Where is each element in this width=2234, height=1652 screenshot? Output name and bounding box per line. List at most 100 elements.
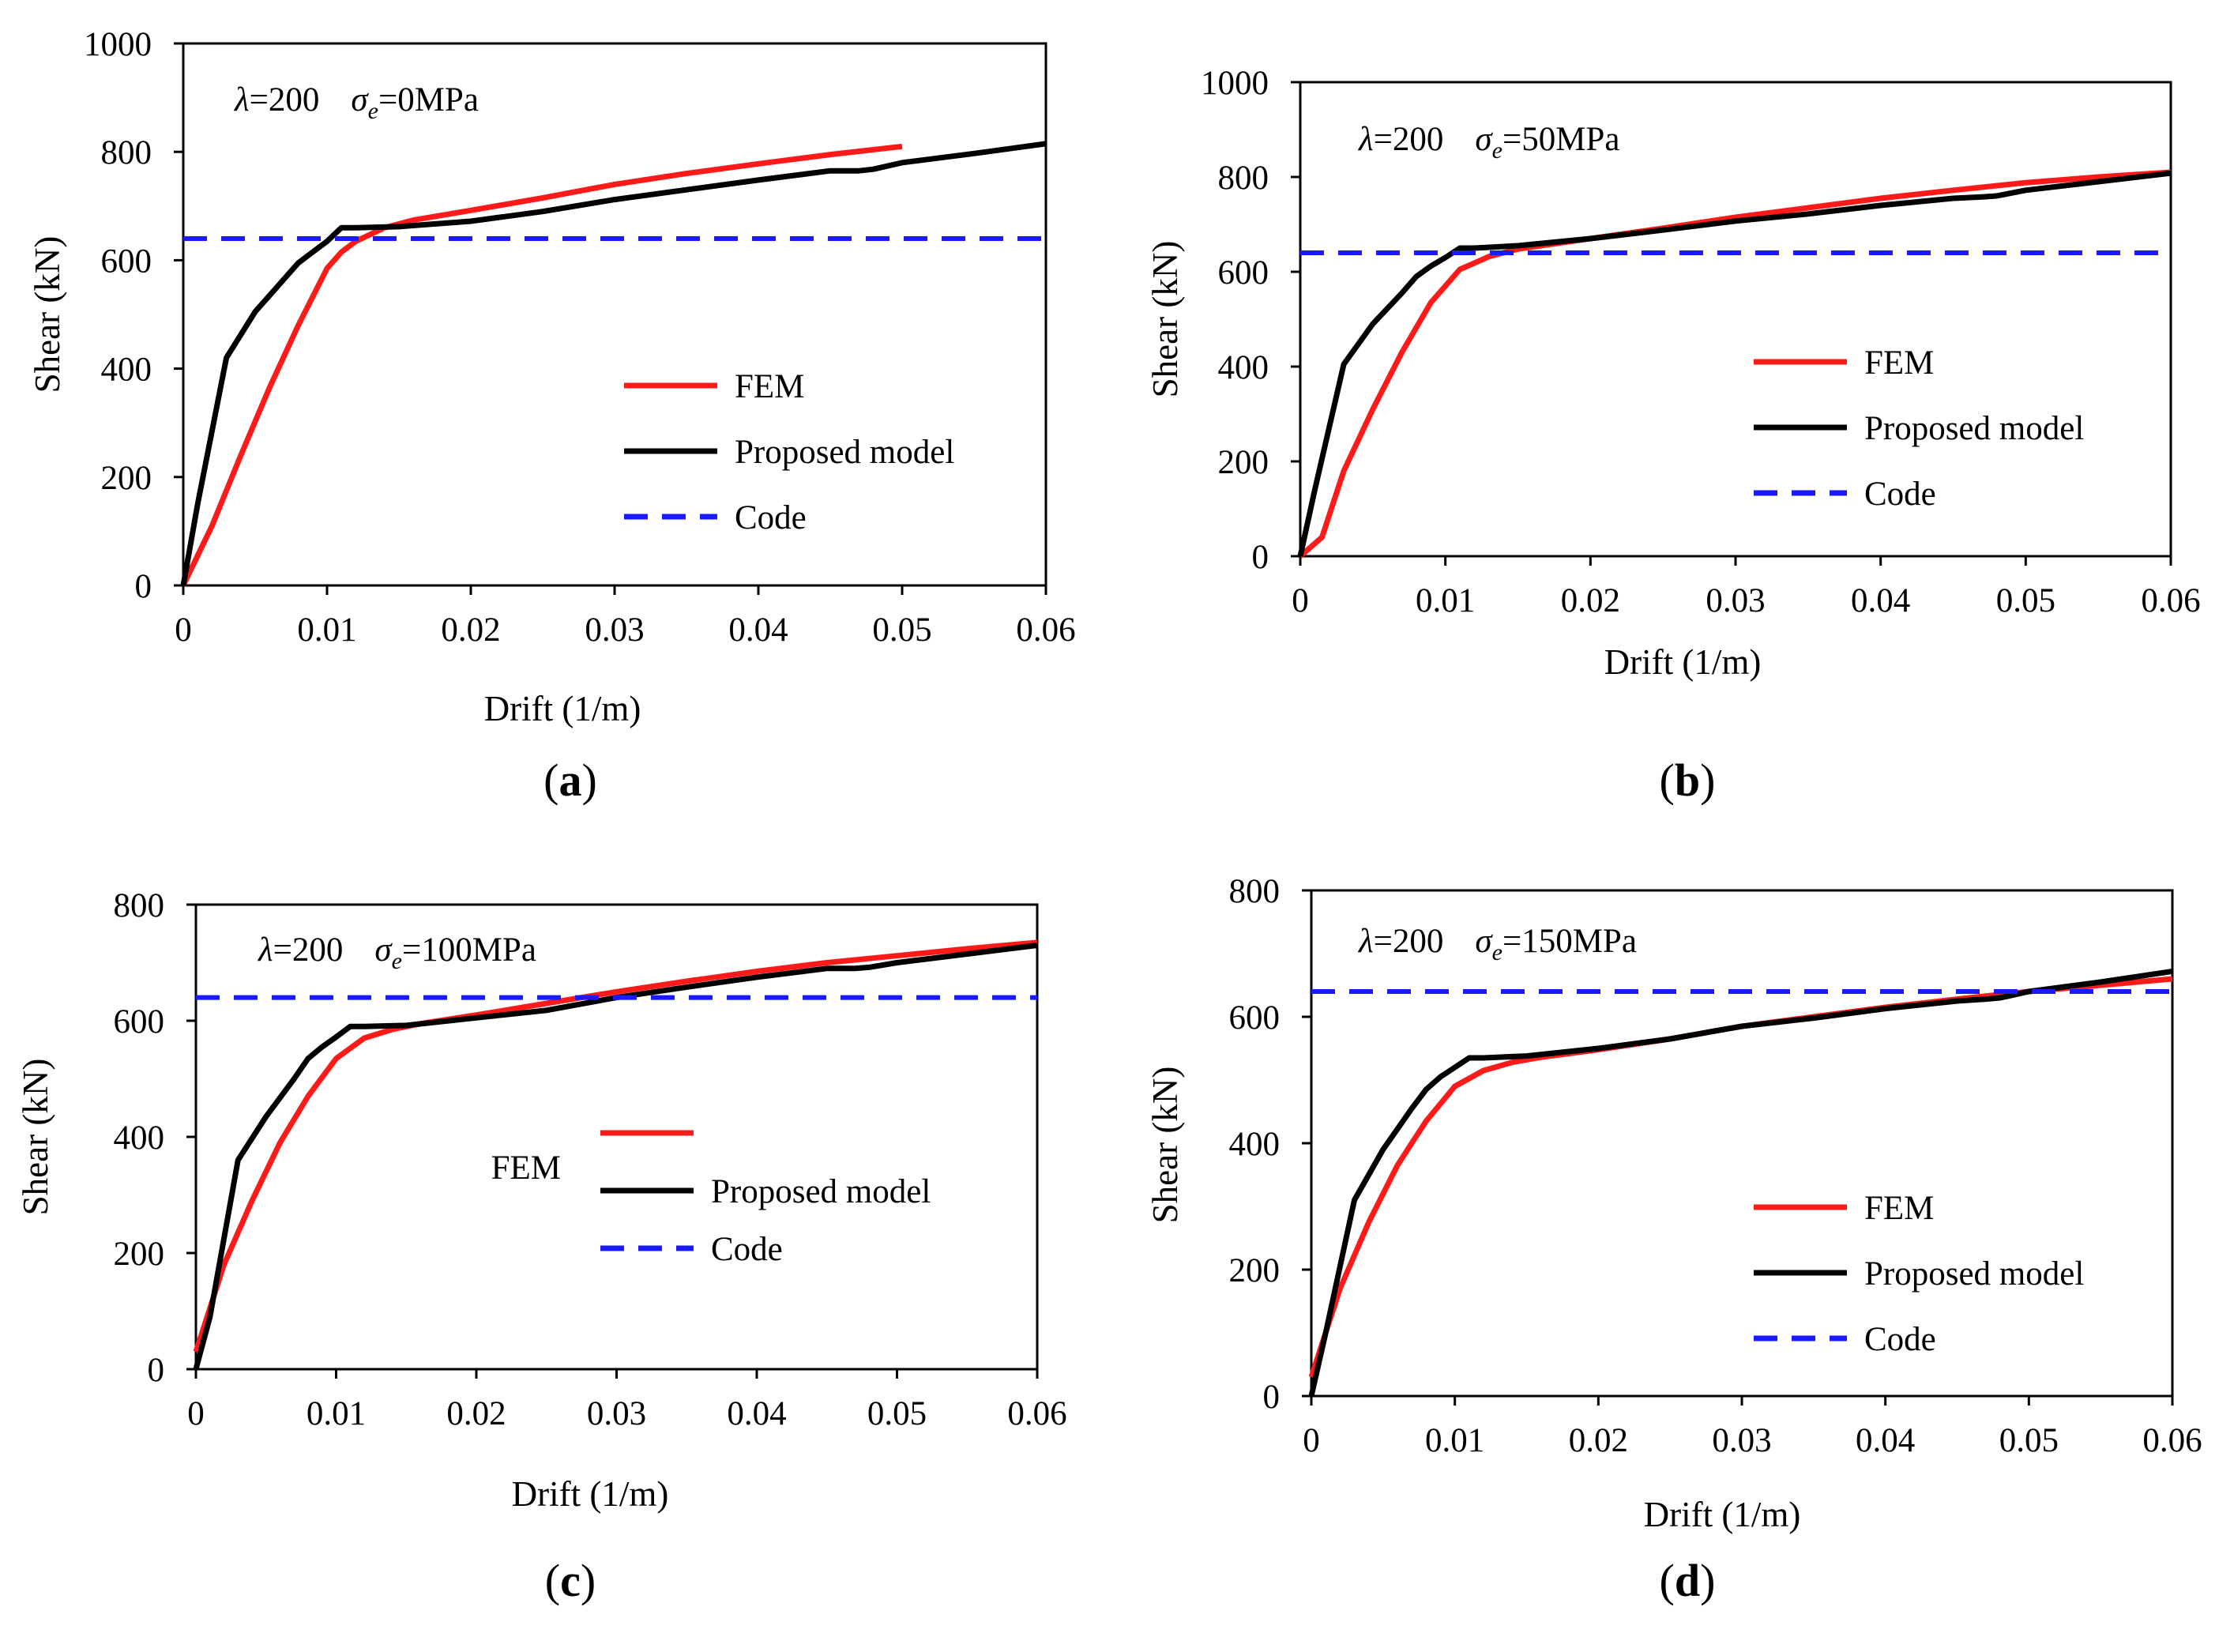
annotation-sigma-subscript: e — [1492, 137, 1502, 164]
series-line-fem — [1298, 169, 2172, 559]
x-tick-label: 0.01 — [1425, 1422, 1484, 1459]
x-tick-label: 0.03 — [1706, 582, 1765, 619]
x-tick-label: 0.03 — [1712, 1422, 1771, 1459]
x-axis-label: Drift (1/m) — [1644, 1495, 1801, 1534]
x-tick-label: 0.03 — [587, 1395, 646, 1432]
annotation-sigma: σ — [1475, 923, 1493, 960]
y-axis-label: Shear (kN) — [16, 1059, 55, 1216]
y-axis-label: Shear (kN) — [1145, 241, 1185, 398]
annotation-lambda-symbol: λ — [1357, 121, 1374, 158]
panel-caption: (b) — [1660, 755, 1716, 806]
y-tick-label: 400 — [1229, 1126, 1281, 1163]
legend-label: Proposed model — [711, 1173, 931, 1210]
x-tick-label: 0.03 — [585, 612, 644, 649]
y-tick-label: 0 — [148, 1352, 165, 1389]
series-line-proposed-model — [193, 943, 1038, 1370]
y-tick-label: 0 — [1263, 1379, 1281, 1416]
x-tick-label: 0 — [1292, 582, 1309, 619]
y-tick-label: 1000 — [84, 26, 152, 63]
caption-open-paren: ( — [1660, 755, 1675, 806]
x-tick-label: 0.05 — [1999, 1422, 2059, 1459]
x-tick-label: 0.01 — [297, 612, 356, 649]
y-tick-label: 200 — [1218, 444, 1269, 481]
caption-letter: d — [1675, 1555, 1700, 1606]
legend-label: FEM — [735, 368, 804, 405]
panel-caption: (a) — [543, 755, 597, 806]
panel-caption: (c) — [545, 1555, 596, 1606]
caption-letter: a — [559, 755, 582, 806]
y-tick-label: 0 — [1252, 539, 1269, 576]
annotation-lambda-symbol: λ — [257, 931, 273, 969]
y-tick-label: 600 — [101, 243, 152, 280]
annotation-lambda-value: =200 — [273, 931, 344, 969]
y-tick-label: 0 — [135, 568, 152, 605]
panel-annotation: λ=200 σe=150MPa — [1357, 923, 1637, 965]
x-tick-label: 0.05 — [867, 1395, 927, 1432]
legend-label: Code — [711, 1231, 783, 1268]
y-tick-label: 800 — [1218, 160, 1269, 197]
x-tick-label: 0.01 — [1416, 582, 1475, 619]
series-line-proposed-model — [1308, 968, 2173, 1397]
annotation-sigma-value: =150MPa — [1502, 923, 1637, 960]
x-tick-label: 0.06 — [2142, 1422, 2202, 1459]
annotation-lambda-value: =200 — [1374, 923, 1444, 960]
series-line-fem — [1308, 976, 2173, 1379]
series-line-fem — [193, 939, 1038, 1353]
caption-letter: b — [1675, 755, 1700, 806]
y-axis-label: Shear (kN) — [28, 236, 67, 393]
x-tick-label: 0.02 — [446, 1395, 506, 1432]
annotation-sigma-value: =100MPa — [402, 931, 536, 969]
y-tick-label: 600 — [1229, 999, 1281, 1037]
y-tick-label: 200 — [101, 460, 152, 497]
y-tick-label: 800 — [114, 887, 165, 924]
x-tick-label: 0 — [1303, 1422, 1320, 1459]
caption-close-paren: ) — [1700, 755, 1715, 806]
annotation-sigma-subscript: e — [368, 98, 378, 124]
y-tick-label: 200 — [114, 1236, 165, 1273]
x-tick-label: 0.02 — [1569, 1422, 1628, 1459]
annotation-sigma: σ — [1475, 121, 1493, 158]
legend-label: FEM — [1864, 344, 1934, 382]
caption-open-paren: ( — [543, 755, 558, 806]
x-tick-label: 0.06 — [1007, 1395, 1066, 1432]
plot-frame — [194, 903, 1039, 1371]
caption-letter: c — [560, 1555, 581, 1606]
annotation-sigma: σ — [374, 931, 393, 969]
panel-caption: (d) — [1660, 1555, 1716, 1606]
annotation-sigma-value: =0MPa — [378, 81, 479, 119]
y-axis-label: Shear (kN) — [1145, 1067, 1185, 1224]
annotation-lambda-symbol: λ — [233, 81, 250, 119]
annotation-lambda-value: =200 — [1374, 121, 1444, 158]
x-tick-label: 0.01 — [307, 1395, 366, 1432]
caption-open-paren: ( — [545, 1555, 560, 1606]
x-tick-label: 0.06 — [1016, 612, 1075, 649]
x-tick-label: 0.04 — [727, 1395, 786, 1432]
legend-label: FEM — [1864, 1190, 1934, 1227]
y-tick-label: 1000 — [1201, 65, 1269, 102]
x-tick-label: 0 — [187, 1395, 205, 1432]
x-axis-label: Drift (1/m) — [484, 689, 641, 728]
chart-panel-c: 0 0.01 0.02 0.03 0.04 0.05 0.06 0 200 400 600 800 Dr… — [16, 887, 1067, 1606]
panel-annotation: λ=200 σe=50MPa — [1357, 121, 1619, 164]
caption-open-paren: ( — [1660, 1555, 1675, 1606]
annotation-sigma-subscript: e — [1492, 939, 1502, 965]
panel-annotation: λ=200 σe=100MPa — [257, 931, 536, 974]
y-tick-label: 400 — [101, 352, 152, 389]
plot-frame — [182, 42, 1047, 587]
x-axis-label: Drift (1/m) — [1604, 642, 1762, 682]
x-tick-label: 0.04 — [1851, 582, 1910, 619]
y-tick-label: 800 — [1229, 873, 1281, 910]
x-axis-label: Drift (1/m) — [512, 1474, 669, 1514]
y-tick-label: 800 — [101, 134, 152, 171]
chart-panel-d: 0 0.01 0.02 0.03 0.04 0.05 0.06 0 200 400 600 800 Dr… — [1145, 873, 2202, 1606]
series-line-proposed-model — [180, 141, 1047, 586]
caption-close-paren: ) — [582, 755, 597, 806]
x-tick-label: 0.05 — [1996, 582, 2055, 619]
annotation-lambda-symbol: λ — [1357, 923, 1374, 960]
chart-panel-b: 0 0.01 0.02 0.03 0.04 0.05 0.06 0 200 400 600 800 10… — [1145, 65, 2201, 806]
annotation-sigma-subscript: e — [392, 948, 402, 974]
x-tick-label: 0.05 — [872, 612, 931, 649]
x-tick-label: 0.02 — [441, 612, 500, 649]
series-line-proposed-model — [1297, 170, 2172, 557]
